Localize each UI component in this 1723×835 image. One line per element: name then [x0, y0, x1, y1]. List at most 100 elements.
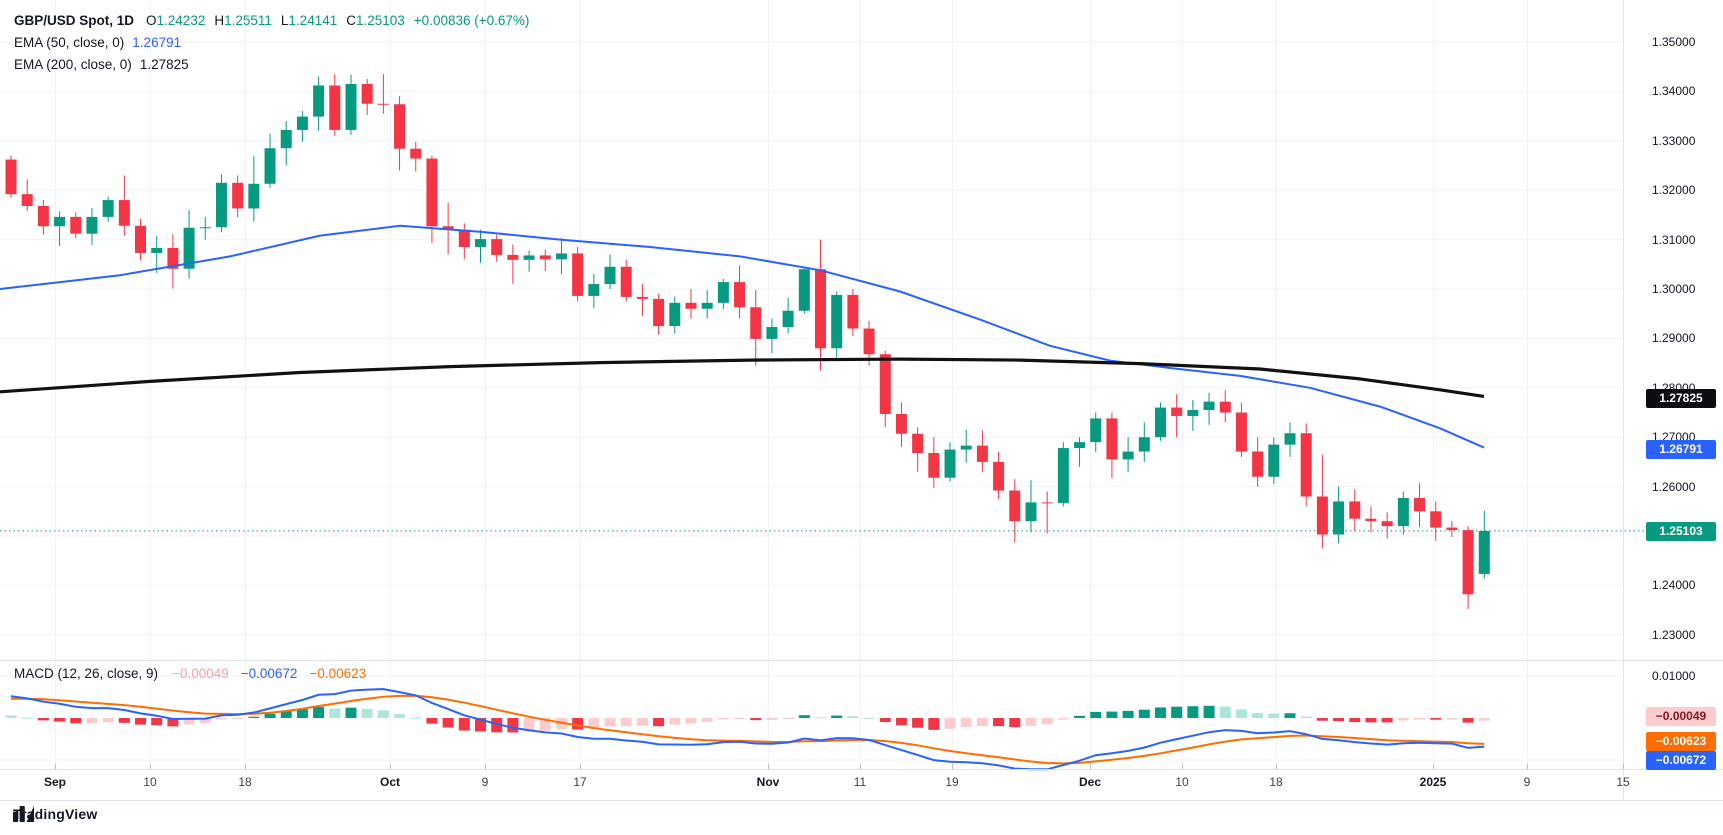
macd-histogram-bar	[70, 718, 82, 724]
candle-body	[118, 200, 130, 226]
candle-body	[766, 327, 778, 339]
bottom-border	[0, 800, 1723, 801]
macd-histogram-bar	[377, 710, 389, 718]
macd-histogram-bar	[1138, 709, 1150, 718]
candle-body	[636, 296, 648, 299]
macd-histogram-bar	[167, 718, 179, 727]
candle-body	[70, 216, 82, 234]
macd-histogram-bar	[1009, 718, 1021, 728]
macd-histogram-bar	[151, 718, 163, 726]
candle-body	[555, 253, 567, 260]
price-badge: 1.26791	[1646, 440, 1716, 459]
macd-histogram-bar	[5, 715, 17, 718]
tradingview-watermark[interactable]: TradingView	[13, 806, 97, 822]
candle-body	[604, 266, 616, 285]
candle-body	[588, 284, 600, 296]
macd-histogram-bar	[1430, 718, 1442, 720]
time-tick-mark	[580, 764, 581, 769]
time-tick-mark	[1276, 764, 1277, 769]
candle-body	[280, 129, 292, 149]
macd-histogram-bar	[1349, 718, 1361, 723]
ema200-line	[0, 357, 1485, 398]
macd-histogram-bar	[1041, 718, 1053, 725]
candle-body	[426, 158, 438, 227]
time-tick-mark	[485, 764, 486, 769]
pane-divider[interactable]	[0, 660, 1723, 661]
candle-body	[847, 294, 859, 329]
price-tick-label: 1.35000	[1652, 35, 1696, 49]
candle-body	[1316, 496, 1328, 535]
candle-body	[1365, 518, 1377, 522]
candle-body	[1122, 451, 1134, 460]
candle-body	[1446, 527, 1458, 531]
macd-tick-label: 0.01000	[1652, 669, 1696, 683]
macd-histogram-bar	[782, 718, 794, 719]
candle-body	[1284, 433, 1296, 445]
candle-body	[1462, 530, 1474, 595]
macd-histogram-bar	[928, 718, 940, 730]
macd-label: MACD (12, 26, close, 9)	[14, 666, 159, 681]
macd-histogram-bar	[912, 718, 924, 728]
candle-body	[248, 183, 260, 209]
candle-body	[54, 216, 66, 227]
candle-body	[313, 85, 325, 117]
candle-body	[895, 413, 907, 434]
macd-histogram-bar	[458, 718, 470, 731]
macd-histogram-bar	[1187, 706, 1199, 718]
candle-body	[458, 229, 470, 248]
macd-histogram-bar	[1171, 706, 1183, 718]
candle-body	[734, 282, 746, 308]
candle-body	[1057, 448, 1069, 503]
ohlc-open: O1.24232	[146, 13, 206, 28]
macd-histogram-bar	[572, 718, 584, 730]
candle-body	[1090, 418, 1102, 443]
candle-body	[410, 148, 422, 159]
candle-body	[798, 269, 810, 311]
macd-histogram-bar	[993, 718, 1005, 727]
macd-histogram-bar	[798, 715, 810, 718]
macd-histogram-bar	[717, 718, 729, 720]
macd-histogram-bar	[847, 716, 859, 718]
candle-body	[523, 255, 535, 260]
candle-body	[1187, 410, 1199, 416]
macd-histogram-bar	[232, 718, 244, 719]
candle-body	[491, 239, 503, 255]
candle-body	[1333, 501, 1345, 535]
macd-histogram-bar	[1381, 718, 1393, 723]
macd-histogram-bar	[1057, 718, 1069, 720]
macd-hist-value: −0.00049	[172, 666, 229, 681]
candle-body	[1154, 407, 1166, 438]
ema50-label: EMA (50, close, 0)	[14, 35, 125, 50]
price-tick-label: 1.34000	[1652, 84, 1696, 99]
macd-histogram-bar	[636, 718, 648, 726]
macd-histogram-bar	[863, 717, 875, 719]
candle-body	[782, 310, 794, 328]
macd-histogram-bar	[1122, 710, 1134, 718]
macd-histogram-bar	[1074, 715, 1086, 718]
candle-body	[232, 182, 244, 209]
candle-body	[442, 226, 454, 230]
macd-histogram-bar	[280, 711, 292, 718]
candle-body	[37, 206, 49, 227]
price-badge: 1.25103	[1646, 522, 1716, 541]
legend-ema200-row[interactable]: EMA (200, close, 0) 1.27825	[14, 54, 529, 76]
price-badge: −0.00049	[1646, 707, 1716, 726]
macd-histogram-bar	[199, 718, 211, 724]
macd-histogram-bar	[523, 718, 535, 732]
macd-histogram-bar	[895, 718, 907, 726]
ohlc-close: C1.25103	[346, 13, 405, 28]
macd-histogram-bar	[1219, 706, 1231, 718]
legend-symbol-row[interactable]: GBP/USD Spot, 1D O1.24232 H1.25511 L1.24141…	[14, 10, 529, 32]
macd-legend-row[interactable]: MACD (12, 26, close, 9) −0.00049 −0.00672−…	[14, 666, 378, 681]
candle-body	[669, 302, 681, 327]
time-axis-border	[0, 769, 1723, 770]
candle-body	[879, 354, 891, 414]
candle-body	[863, 328, 875, 355]
macd-histogram-bar	[361, 708, 373, 718]
price-tick-label: 1.33000	[1652, 133, 1696, 148]
candle-body	[135, 225, 147, 253]
ohlc-high: H1.25511	[214, 13, 272, 28]
legend-ema50-row[interactable]: EMA (50, close, 0) 1.26791	[14, 32, 529, 54]
time-tick-label: Oct	[379, 775, 401, 789]
